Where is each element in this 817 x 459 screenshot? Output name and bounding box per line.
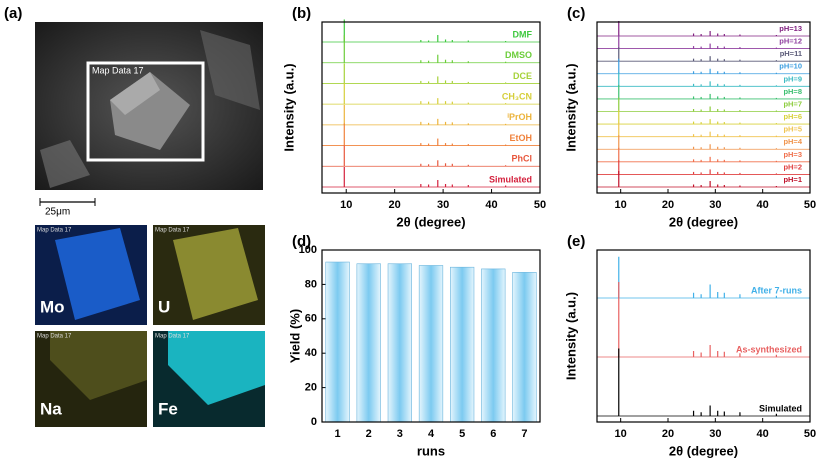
- x-tick-label: 1: [335, 428, 341, 440]
- panel-label: (b): [292, 5, 311, 22]
- x-tick-label: 50: [804, 428, 816, 440]
- element-label: Fe: [158, 399, 178, 418]
- legend-label: pH=4: [783, 137, 802, 146]
- x-tick-label: 20: [662, 199, 674, 211]
- legend-label: As-synthesized: [736, 344, 802, 354]
- y-tick-label: 80: [305, 278, 317, 290]
- x-tick-label: 6: [490, 428, 496, 440]
- legend-label: pH=7: [783, 99, 802, 108]
- eds-map: [173, 228, 258, 320]
- y-axis-label: Intensity (a.u.): [281, 63, 296, 151]
- x-tick-label: 10: [615, 199, 627, 211]
- panel-label: (c): [567, 5, 585, 22]
- bar: [418, 265, 444, 423]
- y-tick-label: 40: [305, 347, 317, 359]
- bar: [325, 261, 350, 423]
- element-label: Na: [40, 399, 62, 418]
- x-tick-label: 5: [459, 428, 465, 440]
- legend-label: ⁱPrOH: [507, 111, 532, 122]
- eds-map: [168, 331, 265, 405]
- map-box: [86, 61, 205, 162]
- legend-label: DMF: [513, 29, 533, 39]
- legend-label: pH=8: [783, 87, 802, 96]
- crystal: [200, 30, 260, 110]
- legend-label: pH=11: [780, 49, 802, 58]
- panel-label: (e): [567, 233, 585, 250]
- bar: [512, 272, 537, 423]
- x-tick-label: 40: [485, 199, 497, 211]
- panel-label: (d): [292, 233, 311, 250]
- scale-label: 25μm: [45, 207, 70, 218]
- panel-label: (a): [4, 5, 22, 22]
- y-tick-label: 0: [311, 416, 317, 428]
- x-tick-label: 3: [397, 428, 403, 440]
- legend-label: pH=13: [779, 24, 802, 33]
- bar: [481, 268, 506, 423]
- x-tick-label: 30: [709, 199, 721, 211]
- x-tick-label: 40: [757, 199, 769, 211]
- legend-label: pH=12: [779, 37, 802, 46]
- eds-map: [55, 228, 140, 320]
- panel-a: (a) Map Data 17 25μm Map Data 17 Map Dat…: [4, 5, 265, 427]
- y-tick-label: 60: [305, 313, 317, 325]
- bar: [356, 263, 381, 423]
- legend-label: PhCl: [511, 154, 532, 164]
- x-tick-label: 2: [366, 428, 372, 440]
- map-title: Map Data 17: [37, 228, 72, 234]
- y-tick-label: 100: [299, 244, 317, 256]
- legend-label: pH=6: [783, 112, 802, 121]
- legend-label: Simulated: [489, 174, 532, 184]
- bar: [387, 263, 412, 423]
- element-label: U: [158, 297, 170, 316]
- x-tick-label: 30: [709, 428, 721, 440]
- x-axis-label: 2θ (degree): [669, 443, 738, 458]
- x-tick-label: 10: [615, 428, 627, 440]
- legend-label: pH=1: [783, 175, 802, 184]
- legend-label: Simulated: [759, 403, 802, 413]
- legend-label: CH₃CN: [502, 92, 532, 102]
- crystal: [110, 72, 160, 115]
- legend-label: pH=9: [783, 74, 802, 83]
- x-axis-label: runs: [417, 443, 445, 458]
- x-tick-label: 10: [340, 199, 352, 211]
- legend-label: DMSO: [505, 50, 532, 60]
- plot-frame: [321, 21, 541, 194]
- x-tick-label: 7: [521, 428, 527, 440]
- crystal: [40, 140, 90, 188]
- map-title: Map Data 17: [155, 228, 190, 234]
- legend-label: pH=2: [783, 162, 802, 171]
- y-tick-label: 20: [305, 382, 317, 394]
- legend-label: After 7-runs: [751, 285, 802, 295]
- legend-label: pH=3: [783, 150, 802, 159]
- legend-label: DCE: [513, 71, 532, 81]
- legend-label: EtOH: [510, 133, 533, 143]
- plot-frame: [596, 21, 811, 194]
- bar: [450, 266, 475, 423]
- x-tick-label: 4: [428, 428, 435, 440]
- x-tick-label: 20: [389, 199, 401, 211]
- x-tick-label: 50: [534, 199, 546, 211]
- legend-label: pH=5: [783, 125, 802, 134]
- y-axis-label: Intensity (a.u.): [563, 63, 578, 151]
- map-title: Map Data 17: [155, 334, 190, 340]
- legend-label: pH=10: [779, 62, 802, 71]
- x-tick-label: 40: [757, 428, 769, 440]
- map-title: Map Data 17: [92, 65, 144, 75]
- x-tick-label: 30: [437, 199, 449, 211]
- element-label: Mo: [40, 297, 65, 316]
- y-axis-label: Yield (%): [287, 309, 302, 363]
- x-axis-label: 2θ (degree): [396, 214, 465, 229]
- y-axis-label: Intensity (a.u.): [563, 292, 578, 380]
- x-axis-label: 2θ (degree): [669, 214, 738, 229]
- eds-map: [50, 331, 147, 400]
- x-tick-label: 50: [804, 199, 816, 211]
- map-title: Map Data 17: [37, 334, 72, 340]
- x-tick-label: 20: [662, 428, 674, 440]
- plot-frame: [596, 249, 811, 423]
- plot-frame: [321, 249, 541, 423]
